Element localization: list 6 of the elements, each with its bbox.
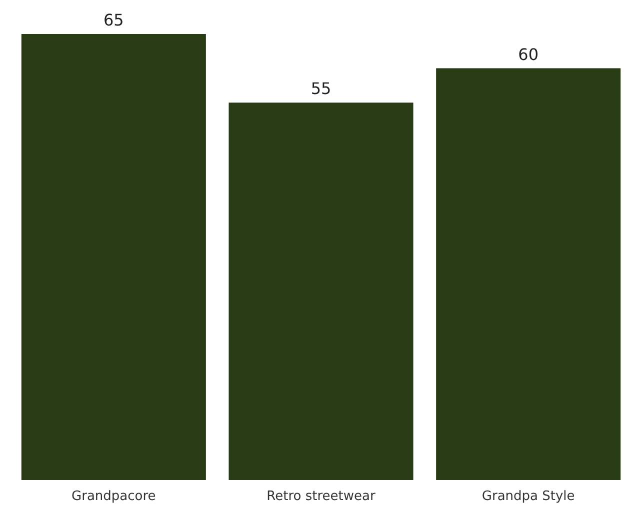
data-label: 65 bbox=[103, 10, 124, 30]
data-label: 55 bbox=[310, 79, 332, 98]
data-label: 60 bbox=[518, 44, 539, 64]
x-tick-label: Grandpacore bbox=[72, 489, 156, 504]
x-tick-label: Grandpa Style bbox=[482, 489, 575, 504]
x-tick-label: Retro streetwear bbox=[266, 489, 376, 504]
